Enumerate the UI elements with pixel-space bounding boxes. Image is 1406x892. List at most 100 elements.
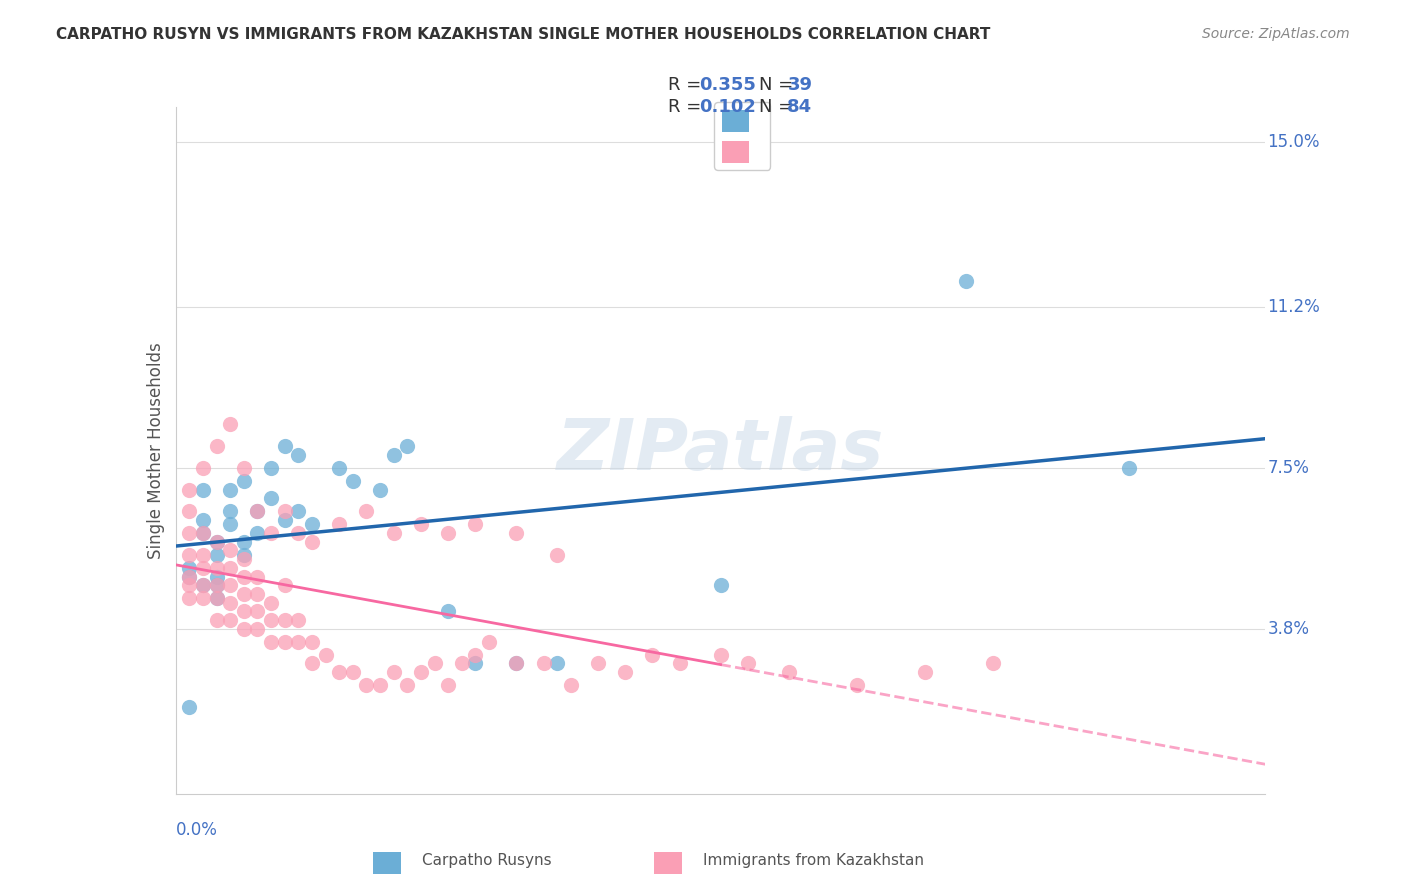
Point: [205, 613, 228, 627]
Point: [191, 561, 214, 575]
Text: 3.8%: 3.8%: [1268, 620, 1309, 638]
Point: [274, 578, 297, 592]
Point: [246, 604, 269, 618]
Point: [205, 561, 228, 575]
Point: [342, 474, 364, 488]
Point: [191, 483, 214, 497]
Text: 39: 39: [787, 76, 813, 94]
Point: [409, 665, 432, 680]
Point: [437, 526, 460, 541]
Point: [437, 678, 460, 692]
Point: [179, 561, 201, 575]
Point: [778, 665, 800, 680]
Point: [246, 504, 269, 518]
Point: [219, 504, 242, 518]
Text: N =: N =: [759, 76, 793, 94]
Text: Source: ZipAtlas.com: Source: ZipAtlas.com: [1202, 27, 1350, 41]
Point: [356, 678, 378, 692]
Point: [586, 657, 609, 671]
Point: [246, 569, 269, 583]
Point: [437, 604, 460, 618]
Point: [287, 448, 309, 462]
Text: Carpatho Rusyns: Carpatho Rusyns: [422, 854, 551, 868]
Text: R =: R =: [668, 76, 702, 94]
Point: [710, 578, 733, 592]
Point: [301, 634, 323, 648]
Point: [246, 504, 269, 518]
Text: ZIPatlas: ZIPatlas: [557, 416, 884, 485]
Point: [179, 700, 201, 714]
Point: [274, 613, 297, 627]
Point: [179, 578, 201, 592]
Point: [368, 483, 391, 497]
Point: [287, 613, 309, 627]
Point: [232, 474, 254, 488]
Text: 84: 84: [787, 98, 813, 116]
Point: [219, 578, 242, 592]
Point: [396, 439, 419, 453]
Point: [191, 578, 214, 592]
Point: [205, 534, 228, 549]
Point: [205, 439, 228, 453]
Text: 0.355: 0.355: [699, 76, 755, 94]
Point: [205, 578, 228, 592]
Point: [205, 534, 228, 549]
Point: [328, 460, 350, 475]
Point: [179, 569, 201, 583]
Point: [981, 657, 1004, 671]
Point: [246, 587, 269, 601]
Point: [737, 657, 759, 671]
Point: [342, 665, 364, 680]
Point: [205, 578, 228, 592]
Text: 11.2%: 11.2%: [1268, 298, 1320, 316]
Point: [464, 517, 486, 532]
Point: [301, 657, 323, 671]
Point: [710, 648, 733, 662]
Point: [328, 517, 350, 532]
Point: [464, 648, 486, 662]
Point: [232, 548, 254, 562]
Text: 0.0%: 0.0%: [176, 822, 218, 839]
Point: [260, 460, 283, 475]
Point: [641, 648, 664, 662]
Point: [423, 657, 446, 671]
Y-axis label: Single Mother Households: Single Mother Households: [146, 343, 165, 558]
Point: [191, 526, 214, 541]
Point: [191, 591, 214, 606]
Point: [179, 591, 201, 606]
Point: [232, 604, 254, 618]
Point: [382, 665, 405, 680]
Point: [328, 665, 350, 680]
Point: [287, 634, 309, 648]
Point: [179, 526, 201, 541]
Point: [955, 274, 977, 288]
Point: [274, 504, 297, 518]
Point: [560, 678, 582, 692]
Point: [478, 634, 501, 648]
Point: [219, 596, 242, 610]
Point: [219, 517, 242, 532]
Point: [287, 504, 309, 518]
Point: [205, 569, 228, 583]
Point: [232, 552, 254, 566]
Point: [219, 483, 242, 497]
Point: [315, 648, 337, 662]
Text: CARPATHO RUSYN VS IMMIGRANTS FROM KAZAKHSTAN SINGLE MOTHER HOUSEHOLDS CORRELATIO: CARPATHO RUSYN VS IMMIGRANTS FROM KAZAKH…: [56, 27, 991, 42]
Point: [191, 513, 214, 527]
Point: [450, 657, 472, 671]
Point: [191, 548, 214, 562]
Point: [382, 526, 405, 541]
Point: [246, 622, 269, 636]
Point: [191, 526, 214, 541]
Point: [246, 526, 269, 541]
Point: [205, 548, 228, 562]
Point: [505, 526, 527, 541]
Point: [205, 591, 228, 606]
Legend: , : ,: [714, 103, 770, 169]
Point: [368, 678, 391, 692]
Point: [219, 543, 242, 558]
Point: [179, 548, 201, 562]
Point: [546, 657, 568, 671]
Point: [260, 491, 283, 506]
Point: [179, 569, 201, 583]
